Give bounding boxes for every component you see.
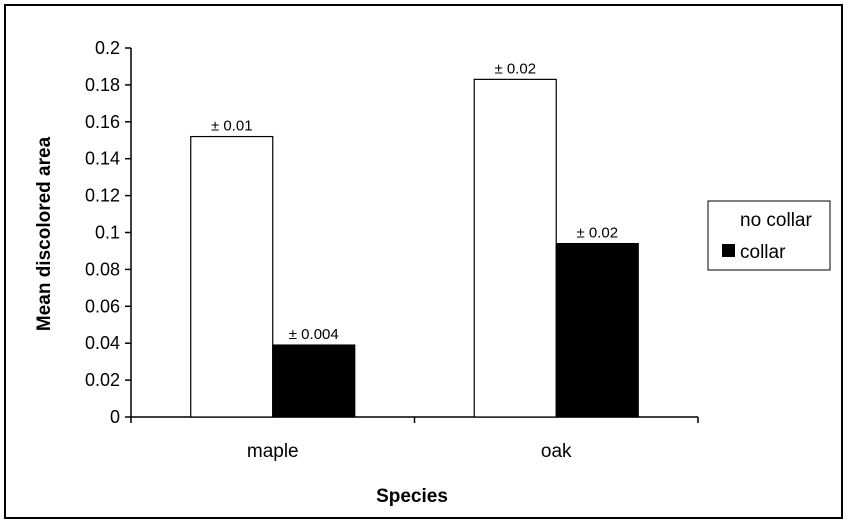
bar-chart: 0 0.02 0.04 0.06 0.08 0.1 0.12 0.14 0.16 0.18 0.2 m… xyxy=(34,38,831,507)
legend-swatch-no-collar xyxy=(721,212,736,227)
x-tick-label: maple xyxy=(247,441,299,462)
y-tick-label: 0.02 xyxy=(85,370,120,390)
y-tick-label: 0.06 xyxy=(85,296,120,316)
bar xyxy=(473,78,557,418)
y-tick-label: 0.12 xyxy=(85,186,120,206)
legend-label-no-collar: no collar xyxy=(740,210,812,231)
x-axis-title: Species xyxy=(376,486,448,507)
bars xyxy=(190,78,639,418)
data-label: ± 0.02 xyxy=(494,60,536,77)
legend-label-collar: collar xyxy=(740,242,786,263)
y-tick-label: 0.2 xyxy=(95,38,120,58)
bar xyxy=(190,135,274,418)
data-label: ± 0.004 xyxy=(289,326,339,343)
y-tick-label: 0.14 xyxy=(85,149,120,169)
y-tick-label: 0.1 xyxy=(95,223,120,243)
legend-swatch-collar xyxy=(722,244,735,257)
bar xyxy=(555,242,639,418)
data-label: ± 0.02 xyxy=(576,225,618,242)
data-label: ± 0.01 xyxy=(211,118,253,135)
labels: 0 0.02 0.04 0.06 0.08 0.1 0.12 0.14 0.16 0.18 0.2 m… xyxy=(85,38,618,462)
legend: no collar collar xyxy=(707,200,831,271)
y-tick-label: 0.08 xyxy=(85,259,120,279)
x-tick-label: oak xyxy=(541,441,572,462)
y-tick-label: 0.16 xyxy=(85,112,120,132)
bar xyxy=(272,344,356,418)
y-tick-label: 0.04 xyxy=(85,333,120,353)
y-axis-title: Mean discolored area xyxy=(34,136,55,331)
y-tick-label: 0.18 xyxy=(85,75,120,95)
chart-frame: 0 0.02 0.04 0.06 0.08 0.1 0.12 0.14 0.16 0.18 0.2 m… xyxy=(4,4,843,519)
y-tick-label: 0 xyxy=(110,407,120,427)
